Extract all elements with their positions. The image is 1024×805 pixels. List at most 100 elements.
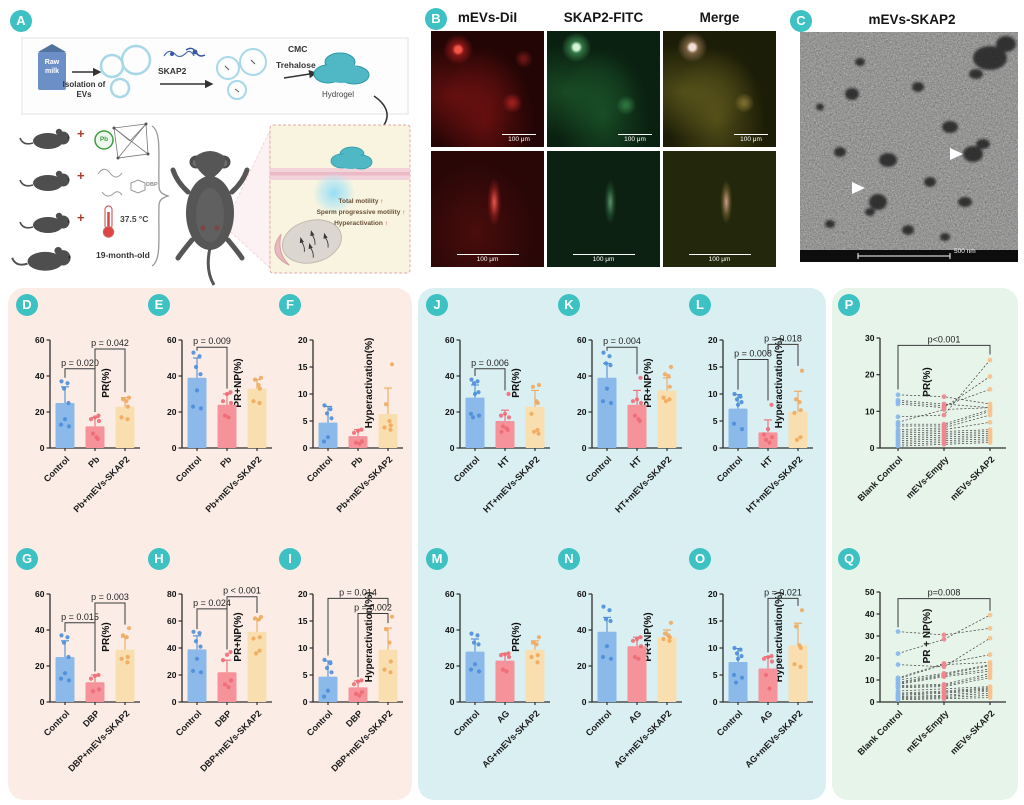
plus-sign: + [77, 210, 85, 225]
chart-cell-Q: Q 0 10 20 30 40 50 PR + NP(%) p=0.008 Blank Contr… [836, 548, 1016, 798]
panel-badge-q: Q [838, 548, 860, 570]
svg-text:20: 20 [298, 335, 308, 345]
axis: 0 20 40 60 PR+NP(%) [167, 335, 272, 453]
svg-text:Control: Control [42, 708, 72, 738]
data-points [468, 377, 542, 436]
chart-P: 0 10 20 30 PR(%) p<0.001 Blank Control mEVs-Emp… [856, 333, 1006, 503]
panel-badge-e: E [148, 294, 170, 316]
tem-scale-label: 500 nm [954, 248, 976, 255]
data-points [731, 368, 805, 445]
svg-text:0: 0 [172, 697, 177, 707]
svg-text:PR+NP(%): PR+NP(%) [233, 612, 244, 661]
svg-text:AG: AG [495, 708, 512, 725]
svg-text:HT: HT [628, 454, 644, 470]
axis: 0 20 40 60 80 PR+NP(%) [167, 589, 272, 707]
svg-text:AG+mEVs-SKAP2: AG+mEVs-SKAP2 [612, 708, 673, 769]
svg-text:0: 0 [450, 443, 455, 453]
data-points [58, 379, 132, 442]
svg-text:40: 40 [445, 625, 455, 635]
chart-O: 0 5 10 15 20 Hyperactivation(%)p = 0.021 Contr… [708, 587, 813, 770]
data-points [321, 362, 395, 446]
svg-text:0: 0 [40, 443, 45, 453]
svg-text:40: 40 [35, 371, 45, 381]
svg-text:Control: Control [715, 708, 745, 738]
svg-text:20: 20 [577, 661, 587, 671]
svg-text:AG+mEVs-SKAP2: AG+mEVs-SKAP2 [743, 708, 804, 769]
svg-text:10: 10 [298, 643, 308, 653]
cmc-label: CMC [288, 44, 308, 54]
svg-text:30: 30 [865, 333, 875, 343]
svg-text:Pb+mEVs-SKAP2: Pb+mEVs-SKAP2 [203, 454, 263, 514]
svg-text:PR+NP(%): PR+NP(%) [233, 358, 244, 407]
arrowhead-marker [950, 148, 963, 160]
panel-a-art [11, 37, 411, 286]
svg-text:PR+NP(%): PR+NP(%) [643, 358, 654, 407]
svg-text:40: 40 [167, 371, 177, 381]
svg-text:mEVs-SKAP2: mEVs-SKAP2 [948, 708, 996, 756]
panel-badge-a: A [10, 10, 32, 32]
temp-label: 37.5 °C [120, 214, 149, 224]
panel-badge-p: P [838, 294, 860, 316]
pink-panel [8, 288, 412, 800]
grouping-brace [151, 125, 171, 267]
svg-text:20: 20 [708, 589, 718, 599]
bars [465, 649, 545, 702]
svg-text:Control: Control [584, 454, 614, 484]
panel-badge-g: G [16, 548, 38, 570]
data-points [468, 631, 542, 674]
svg-text:p = 0.020: p = 0.020 [61, 358, 99, 368]
svg-text:0: 0 [172, 443, 177, 453]
fluorescence-image-fitc-row1: 100 μm [547, 31, 660, 147]
svg-text:DBP: DBP [213, 708, 234, 729]
svg-text:50: 50 [865, 587, 875, 597]
testis-drawing [274, 219, 342, 266]
svg-text:40: 40 [167, 643, 177, 653]
data-points [190, 614, 264, 690]
svg-text:p = 0.021: p = 0.021 [764, 587, 802, 597]
svg-text:Control: Control [42, 454, 72, 484]
svg-text:Control: Control [305, 708, 335, 738]
svg-text:Pb: Pb [86, 454, 102, 470]
svg-text:HT+mEVs-SKAP2: HT+mEVs-SKAP2 [613, 454, 673, 514]
significance-brackets: p = 0.008 p = 0.018 [734, 333, 802, 401]
chart-Q: 0 10 20 30 40 50 PR + NP(%) p=0.008 Blank Contro… [856, 587, 1006, 757]
chart-cell-P: P 0 10 20 30 PR(%) p<0.001 Blank Control mEVs-Em… [836, 294, 1016, 544]
svg-text:p = 0.004: p = 0.004 [603, 336, 641, 346]
svg-text:Blank Control: Blank Control [856, 708, 905, 757]
svg-text:p = 0.014: p = 0.014 [339, 587, 377, 597]
chart-H: 0 20 40 60 80 PR+NP(%)p = 0.024 p < 0.001 Contr… [167, 586, 272, 774]
chart-D: 0 20 40 60 PR(%)p = 0.020 p = 0.042 Control PbP… [35, 335, 140, 514]
svg-text:AG: AG [758, 708, 775, 725]
chart-J: 0 20 40 60 PR(%)p = 0.006 Control HTHT+mEVs-SK… [445, 335, 550, 515]
panel-badge-o: O [689, 548, 711, 570]
arrowhead-marker [852, 182, 865, 194]
svg-text:40: 40 [445, 371, 455, 381]
svg-text:0: 0 [870, 697, 875, 707]
svg-text:PR(%): PR(%) [101, 622, 112, 651]
svg-text:Hyperactivation(%): Hyperactivation(%) [774, 592, 785, 683]
thermometer-icon [102, 205, 115, 238]
isolation-label: Isolation of EVs [62, 80, 106, 99]
data-points [895, 612, 993, 703]
tem-particles [816, 36, 1016, 241]
svg-text:PR + NP(%): PR + NP(%) [922, 609, 933, 664]
green-panel [832, 288, 1018, 800]
svg-text:Hyperactivation(%): Hyperactivation(%) [364, 592, 375, 683]
hydrogel-label: Hydrogel [322, 90, 355, 99]
chart-cell-K: K 0 20 40 60 PR+NP(%) p = 0.004 Control HT HT+mEV… [556, 294, 686, 544]
plus-sign: + [77, 168, 85, 183]
axis: 0 20 40 60 PR(%) [445, 335, 550, 453]
svg-text:p = 0.018: p = 0.018 [764, 333, 802, 343]
column-header-mevs-dii: mEVs-DiI [457, 10, 518, 25]
axis: 0 20 40 60 PR(%) [35, 335, 140, 453]
svg-text:PR(%): PR(%) [101, 368, 112, 397]
skap2-protein [163, 50, 195, 58]
panel-badge-l: L [689, 294, 711, 316]
svg-text:p = 0.015: p = 0.015 [61, 612, 99, 622]
